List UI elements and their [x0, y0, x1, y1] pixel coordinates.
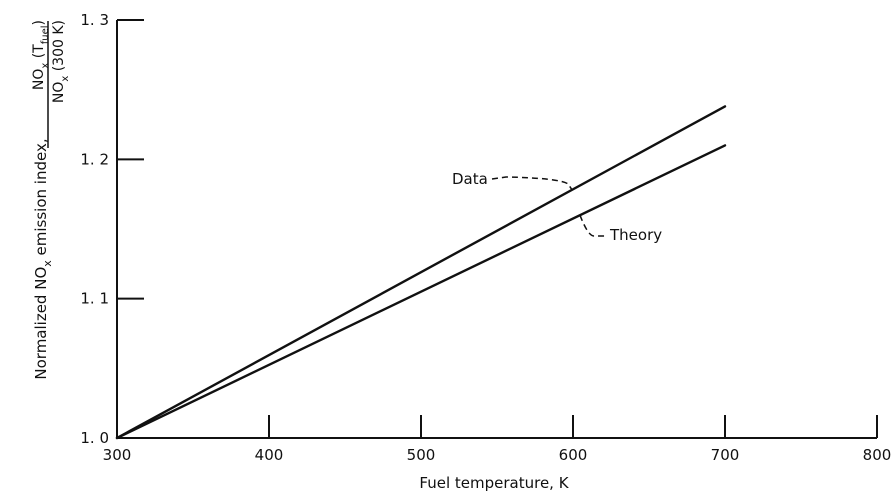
svg-text:NOx (300 K): NOx (300 K) [51, 20, 71, 103]
x-tick-label: 800 [863, 446, 892, 464]
axes: 300 400 500 600 700 800 1. 0 1. 1 1. 2 1. 3 [80, 11, 891, 464]
data-annotation-leader [491, 176, 573, 191]
ratio-numerator: NO [31, 69, 47, 91]
theory-annotation-label: Theory [609, 226, 662, 244]
x-tick-label: 400 [255, 446, 284, 464]
y-axis-title-main-rest: emission index, [32, 138, 50, 260]
y-axis-ratio-label: NOx (Tfuel) NOx (300 K) [31, 20, 71, 148]
x-tick-label: 500 [407, 446, 436, 464]
data-annotation-label: Data [452, 170, 488, 188]
svg-text:NOx (Tfuel): NOx (Tfuel) [31, 20, 51, 90]
x-axis-title: Fuel temperature, K [419, 474, 569, 492]
theory-annotation-leader [579, 214, 606, 237]
svg-text:Normalized NOx emission index,: Normalized NOx emission index, [32, 138, 54, 379]
y-tick-label: 1. 0 [80, 429, 109, 447]
y-tick-label: 1. 3 [80, 11, 109, 29]
series-line-data [115, 105, 727, 440]
x-tick-label: 700 [711, 446, 740, 464]
ratio-denominator: NO [51, 82, 67, 104]
ratio-denominator-sub: x [60, 76, 71, 82]
ratio-numerator-sub: x [40, 63, 51, 69]
y-tick-label: 1. 2 [80, 150, 109, 168]
ratio-numerator-rest: (T [31, 44, 47, 63]
y-axis-title: Normalized NOx emission index, [32, 138, 54, 379]
y-axis-title-main-sub: x [41, 260, 54, 267]
x-tick-label: 600 [559, 446, 588, 464]
ratio-numerator-rest-sub: fuel [40, 25, 51, 44]
series-line-theory [115, 144, 727, 440]
y-axis-title-main: Normalized NO [32, 267, 50, 380]
x-tick-label: 300 [103, 446, 132, 464]
ratio-numerator-close: ) [31, 20, 47, 25]
ratio-denominator-rest: (300 K) [51, 20, 67, 76]
y-tick-label: 1. 1 [80, 290, 109, 308]
series-layer: Data Theory [115, 105, 727, 440]
